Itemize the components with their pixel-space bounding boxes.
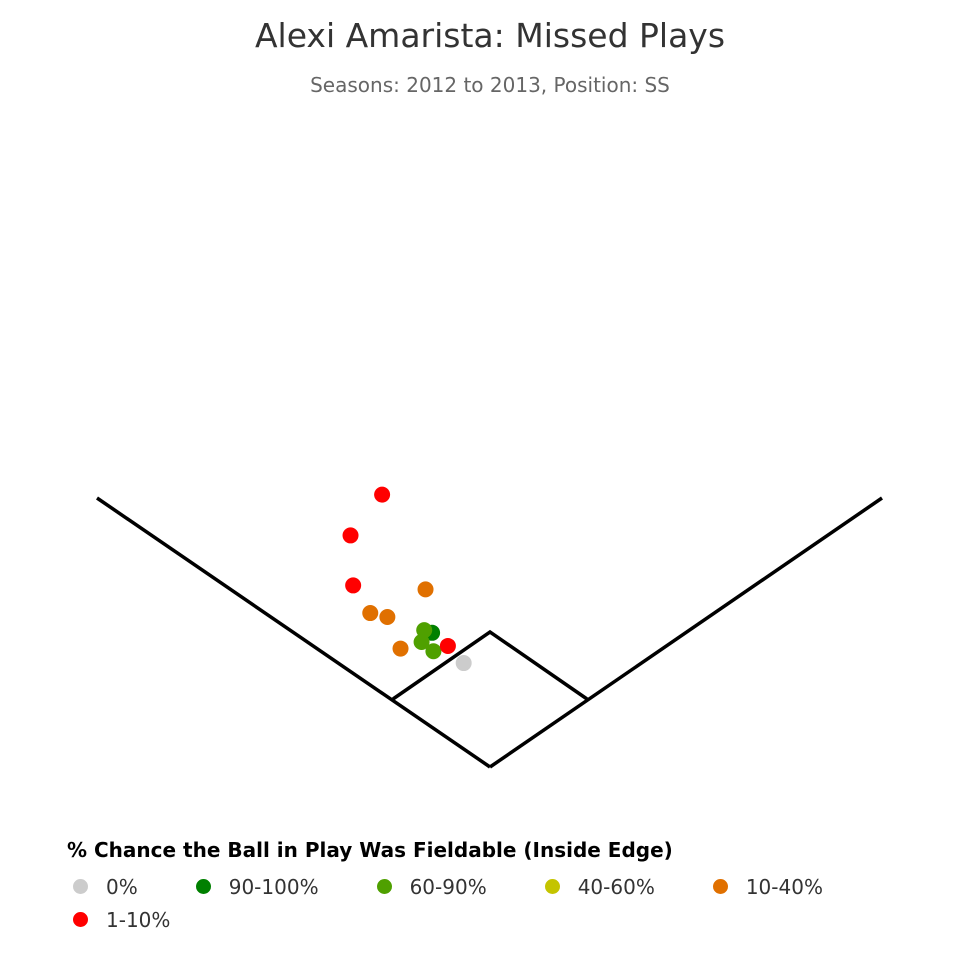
legend-label: 40-60% [577, 874, 655, 899]
legend-dot-icon [73, 912, 88, 927]
chart-title: Alexi Amarista: Missed Plays [254, 16, 726, 55]
legend-item: 40-60% [539, 870, 655, 903]
data-point [374, 486, 391, 503]
infield-diamond [392, 629, 588, 701]
field-lines [96, 496, 883, 769]
legend-title: % Chance the Ball in Play Was Fieldable … [67, 838, 673, 862]
legend-dot-icon [73, 879, 88, 894]
legend: % Chance the Ball in Play Was Fieldable … [67, 838, 947, 936]
data-point [362, 605, 379, 622]
legend-label: 90-100% [228, 874, 319, 899]
legend-item: 10-40% [707, 870, 823, 903]
data-point [342, 527, 359, 544]
legend-item: 60-90% [371, 870, 487, 903]
legend-items: 0% 90-100% 60-90% 40-60% 10-40% 1-10% [67, 870, 927, 936]
legend-item: 0% [67, 870, 138, 903]
legend-label: 1-10% [106, 907, 171, 932]
legend-label: 10-40% [745, 874, 823, 899]
chart-subtitle: Seasons: 2012 to 2013, Position: SS [310, 73, 670, 97]
legend-dot-icon [195, 879, 211, 894]
legend-dot-icon [712, 879, 728, 894]
data-point [413, 634, 430, 650]
data-point [392, 640, 409, 657]
data-point [439, 637, 456, 654]
legend-item: 90-100% [190, 870, 319, 903]
legend-dot-icon [544, 879, 560, 894]
legend-label: 60-90% [409, 874, 487, 899]
legend-dot-icon [376, 879, 392, 894]
data-point [417, 581, 434, 598]
points-layer [342, 486, 472, 672]
legend-label: 0% [106, 874, 138, 899]
data-point [425, 643, 442, 660]
right-foul-line [489, 496, 883, 769]
data-point [345, 577, 362, 594]
left-foul-line [96, 496, 491, 769]
data-point [379, 609, 396, 625]
data-point [455, 655, 472, 672]
legend-item: 1-10% [67, 903, 170, 936]
